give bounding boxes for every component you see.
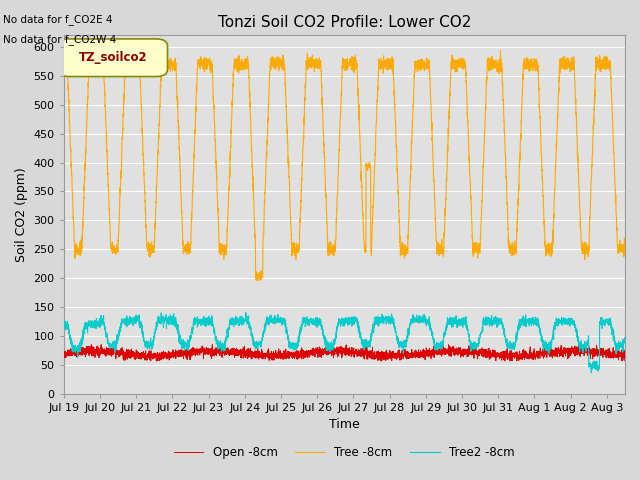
Open -8cm bbox=[60, 353, 68, 359]
Open -8cm bbox=[315, 347, 323, 352]
Line: Tree -8cm: Tree -8cm bbox=[64, 50, 625, 281]
FancyBboxPatch shape bbox=[58, 39, 168, 76]
Tree -8cm bbox=[315, 63, 323, 69]
Tree2 -8cm bbox=[330, 337, 338, 343]
Open -8cm bbox=[616, 350, 624, 356]
Tree2 -8cm bbox=[502, 342, 510, 348]
Open -8cm bbox=[621, 358, 628, 363]
X-axis label: Time: Time bbox=[329, 419, 360, 432]
Tree -8cm bbox=[330, 244, 338, 250]
Tree2 -8cm bbox=[303, 317, 310, 323]
Tree -8cm bbox=[253, 278, 261, 284]
Tree -8cm bbox=[378, 56, 385, 61]
Text: No data for f_CO2E 4: No data for f_CO2E 4 bbox=[3, 14, 113, 25]
Title: Tonzi Soil CO2 Profile: Lower CO2: Tonzi Soil CO2 Profile: Lower CO2 bbox=[218, 15, 471, 30]
Tree2 -8cm bbox=[315, 322, 323, 328]
Line: Open -8cm: Open -8cm bbox=[64, 345, 625, 361]
Tree2 -8cm bbox=[60, 320, 68, 326]
Tree2 -8cm bbox=[378, 320, 385, 325]
Tree -8cm bbox=[616, 244, 624, 250]
Text: TZ_soilco2: TZ_soilco2 bbox=[79, 51, 147, 64]
Open -8cm bbox=[503, 351, 511, 357]
Tree2 -8cm bbox=[616, 339, 624, 345]
Open -8cm bbox=[330, 347, 338, 353]
Open -8cm bbox=[378, 353, 385, 359]
Tree -8cm bbox=[303, 62, 310, 68]
Tree -8cm bbox=[503, 190, 511, 196]
Open -8cm bbox=[88, 342, 95, 348]
Tree2 -8cm bbox=[621, 335, 628, 340]
Tree -8cm bbox=[621, 247, 628, 252]
Text: No data for f_CO2W 4: No data for f_CO2W 4 bbox=[3, 34, 116, 45]
Tree -8cm bbox=[60, 60, 68, 65]
Line: Tree2 -8cm: Tree2 -8cm bbox=[64, 312, 625, 372]
Open -8cm bbox=[303, 348, 310, 353]
Tree2 -8cm bbox=[588, 370, 595, 375]
Tree2 -8cm bbox=[242, 310, 250, 315]
Tree -8cm bbox=[497, 48, 504, 53]
Legend: Open -8cm, Tree -8cm, Tree2 -8cm: Open -8cm, Tree -8cm, Tree2 -8cm bbox=[169, 441, 520, 463]
Y-axis label: Soil CO2 (ppm): Soil CO2 (ppm) bbox=[15, 167, 28, 262]
Open -8cm bbox=[147, 358, 155, 364]
